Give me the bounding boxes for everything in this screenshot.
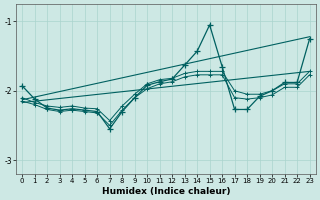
X-axis label: Humidex (Indice chaleur): Humidex (Indice chaleur) [102, 187, 230, 196]
